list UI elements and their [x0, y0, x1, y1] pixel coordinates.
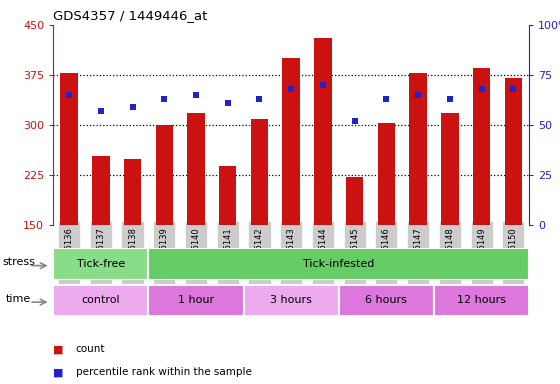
Bar — [124, 159, 141, 225]
Text: count: count — [76, 344, 105, 354]
Bar — [53, 248, 148, 280]
Bar — [219, 166, 236, 225]
Text: 6 hours: 6 hours — [366, 295, 407, 306]
Bar — [314, 38, 332, 225]
Bar — [60, 73, 78, 225]
Text: ■: ■ — [53, 344, 64, 354]
Bar — [409, 73, 427, 225]
Bar — [434, 285, 529, 316]
Bar — [441, 113, 459, 225]
Bar — [244, 285, 339, 316]
Text: ■: ■ — [53, 367, 64, 377]
Bar — [473, 68, 491, 225]
Bar — [346, 177, 363, 225]
Bar — [53, 285, 148, 316]
Text: stress: stress — [2, 257, 35, 267]
Bar — [282, 58, 300, 225]
Bar — [251, 119, 268, 225]
Bar — [148, 285, 244, 316]
Text: Tick-free: Tick-free — [77, 259, 125, 269]
Text: GDS4357 / 1449446_at: GDS4357 / 1449446_at — [53, 9, 208, 22]
Text: 12 hours: 12 hours — [457, 295, 506, 306]
Text: percentile rank within the sample: percentile rank within the sample — [76, 367, 251, 377]
Text: time: time — [6, 294, 31, 304]
Bar — [377, 124, 395, 225]
Text: 3 hours: 3 hours — [270, 295, 312, 306]
Text: 1 hour: 1 hour — [178, 295, 214, 306]
Bar — [187, 113, 205, 225]
Bar — [339, 285, 434, 316]
Bar — [505, 78, 522, 225]
Text: Tick-infested: Tick-infested — [303, 259, 375, 269]
Bar — [92, 156, 110, 225]
Bar — [156, 125, 173, 225]
Text: control: control — [82, 295, 120, 306]
Bar — [148, 248, 529, 280]
